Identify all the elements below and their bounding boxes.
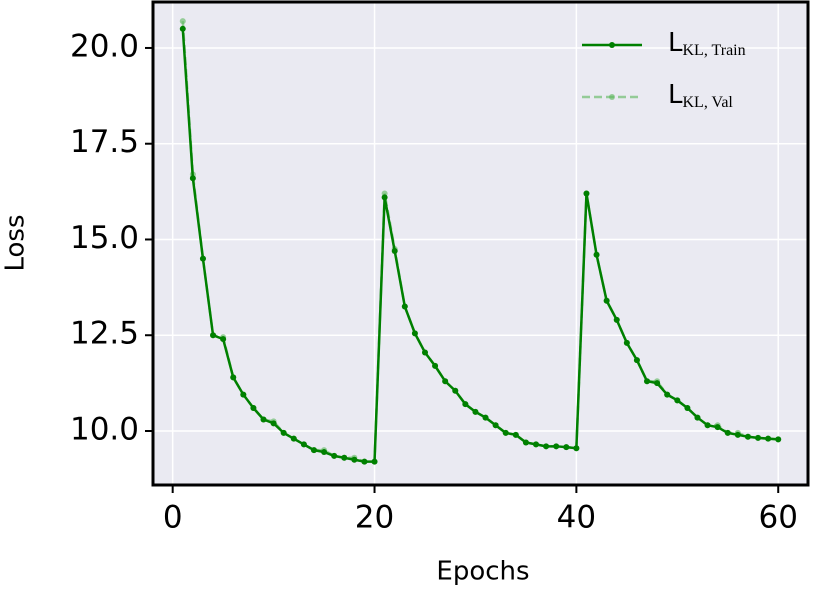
point [613, 316, 620, 323]
point [724, 429, 731, 436]
point [189, 175, 196, 182]
legend-label-sub: KL, Train [683, 42, 746, 59]
point [462, 401, 469, 408]
point [321, 449, 328, 456]
point [644, 378, 651, 385]
point [714, 424, 721, 431]
point [250, 405, 257, 412]
point [502, 429, 509, 436]
point [765, 435, 772, 442]
point [623, 339, 630, 346]
legend-label: LKL, Train [668, 28, 746, 59]
point [371, 458, 378, 465]
point [230, 374, 237, 381]
point [421, 349, 428, 356]
point [563, 444, 570, 451]
y-axis-label: Loss [1, 214, 31, 271]
point [694, 414, 701, 421]
point [512, 431, 519, 438]
point [179, 18, 186, 25]
y-tick-label: 12.5 [70, 316, 139, 352]
point [664, 391, 671, 398]
point [583, 190, 590, 197]
point [553, 443, 560, 450]
legend-label-main: L [668, 28, 683, 58]
legend-marker [609, 42, 615, 48]
x-tick-label: 20 [355, 500, 394, 536]
plot-frame [151, 0, 810, 487]
x-axis-label: Epochs [436, 557, 529, 587]
point [290, 435, 297, 442]
point [522, 439, 529, 446]
point [573, 445, 580, 452]
plot-area [153, 2, 808, 485]
point [310, 447, 317, 454]
point [220, 336, 227, 343]
point [704, 422, 711, 429]
point [472, 408, 479, 415]
point [391, 247, 398, 254]
point [240, 391, 247, 398]
y-tick-label: 17.5 [70, 124, 139, 160]
point [280, 429, 287, 436]
legend-marker [609, 94, 615, 100]
point [331, 452, 338, 459]
point [744, 433, 751, 440]
point [432, 362, 439, 369]
x-tick-label: 40 [557, 500, 596, 536]
x-tick-label: 0 [163, 500, 183, 536]
point [411, 330, 418, 337]
y-tick-label: 20.0 [70, 28, 139, 64]
point [381, 194, 388, 201]
point [482, 414, 489, 421]
point [351, 456, 358, 463]
point [452, 387, 459, 394]
x-tick-label: 60 [759, 500, 798, 536]
point [401, 303, 408, 310]
point [270, 420, 277, 427]
point [533, 441, 540, 448]
point [633, 357, 640, 364]
point [199, 255, 206, 262]
point [734, 431, 741, 438]
y-tick-label: 15.0 [70, 220, 139, 256]
legend-label-main: L [668, 80, 683, 110]
point [442, 378, 449, 385]
point [300, 441, 307, 448]
legend-label: LKL, Val [668, 80, 733, 111]
point [179, 25, 186, 32]
point [603, 297, 610, 304]
point [210, 332, 217, 339]
point [543, 443, 550, 450]
y-tick-label: 10.0 [70, 411, 139, 447]
legend-label-sub: KL, Val [683, 94, 734, 111]
point [775, 436, 782, 443]
point [654, 380, 661, 387]
point [755, 434, 762, 441]
point [361, 458, 368, 465]
point [593, 251, 600, 258]
point [341, 454, 348, 461]
point [492, 422, 499, 429]
point [674, 397, 681, 404]
point [684, 405, 691, 412]
point [260, 416, 267, 423]
